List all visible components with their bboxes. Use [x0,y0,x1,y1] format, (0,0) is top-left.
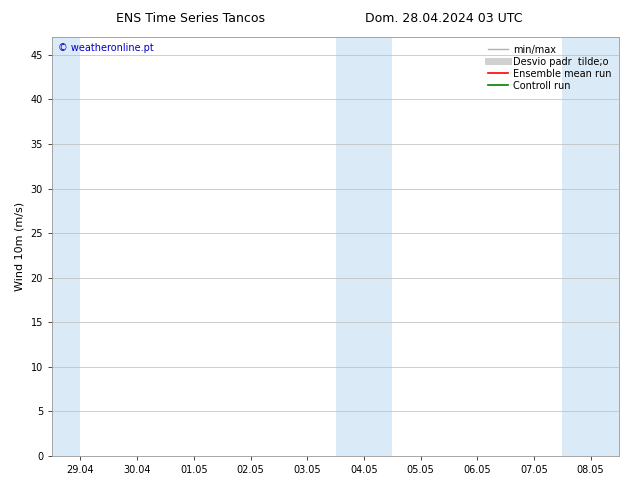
Text: © weatheronline.pt: © weatheronline.pt [58,43,153,53]
Bar [562,37,619,456]
Text: ENS Time Series Tancos: ENS Time Series Tancos [115,12,265,25]
Bar [335,37,392,456]
Bar [52,37,81,456]
Y-axis label: Wind 10m (m/s): Wind 10m (m/s) [15,202,25,291]
Legend: min/max, Desvio padr  tilde;o, Ensemble mean run, Controll run: min/max, Desvio padr tilde;o, Ensemble m… [486,42,614,94]
Text: Dom. 28.04.2024 03 UTC: Dom. 28.04.2024 03 UTC [365,12,522,25]
